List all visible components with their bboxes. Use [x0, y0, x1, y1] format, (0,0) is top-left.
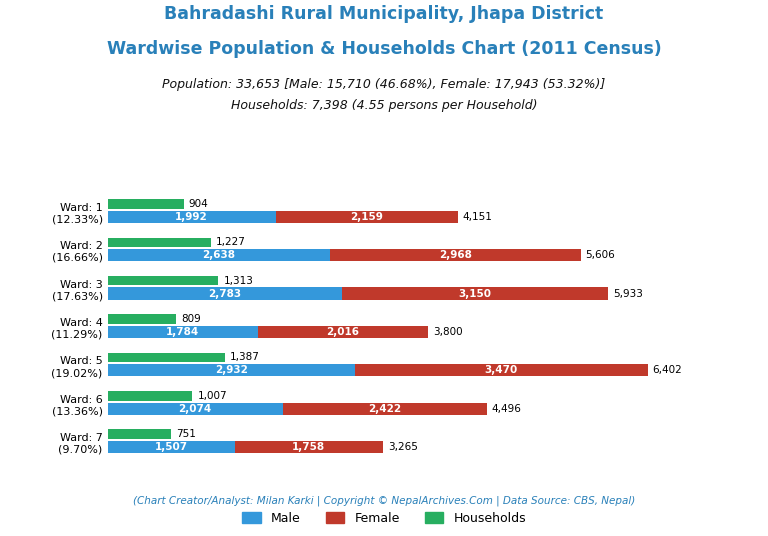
Text: 3,265: 3,265: [388, 442, 418, 452]
Bar: [108, 314, 176, 324]
Bar: [108, 441, 235, 453]
Text: Population: 33,653 [Male: 15,710 (46.68%), Female: 17,943 (53.32%)]: Population: 33,653 [Male: 15,710 (46.68%…: [162, 78, 606, 91]
Text: 4,151: 4,151: [463, 212, 493, 222]
Bar: [235, 441, 383, 453]
Text: 2,968: 2,968: [439, 250, 472, 260]
Text: 4,496: 4,496: [492, 404, 521, 414]
Text: 1,507: 1,507: [154, 442, 187, 452]
Text: 2,932: 2,932: [215, 366, 247, 375]
Text: 1,784: 1,784: [166, 327, 200, 337]
Bar: [108, 287, 343, 300]
Text: 5,606: 5,606: [585, 250, 615, 260]
Bar: [108, 391, 193, 401]
Text: 3,800: 3,800: [433, 327, 463, 337]
Text: 2,422: 2,422: [368, 404, 401, 414]
Text: 3,470: 3,470: [485, 366, 518, 375]
Text: 1,992: 1,992: [175, 212, 208, 222]
Bar: [108, 249, 330, 262]
Bar: [108, 211, 276, 223]
Text: Wardwise Population & Households Chart (2011 Census): Wardwise Population & Households Chart (…: [107, 40, 661, 58]
Bar: [258, 326, 428, 338]
Text: 1,387: 1,387: [230, 353, 260, 362]
Text: 2,016: 2,016: [326, 327, 359, 337]
Text: 751: 751: [176, 429, 196, 440]
Bar: [108, 237, 211, 247]
Text: 1,313: 1,313: [223, 276, 253, 286]
Bar: [330, 249, 581, 262]
Bar: [355, 364, 647, 376]
Bar: [108, 364, 355, 376]
Text: 3,150: 3,150: [458, 288, 492, 299]
Legend: Male, Female, Households: Male, Female, Households: [237, 507, 531, 530]
Text: 5,933: 5,933: [613, 288, 643, 299]
Bar: [276, 211, 458, 223]
Text: 6,402: 6,402: [653, 366, 683, 375]
Text: 1,758: 1,758: [293, 442, 326, 452]
Text: (Chart Creator/Analyst: Milan Karki | Copyright © NepalArchives.Com | Data Sourc: (Chart Creator/Analyst: Milan Karki | Co…: [133, 496, 635, 507]
Bar: [108, 326, 258, 338]
Bar: [108, 199, 184, 209]
Text: 2,159: 2,159: [350, 212, 383, 222]
Text: 1,007: 1,007: [197, 391, 227, 401]
Text: 2,783: 2,783: [208, 288, 241, 299]
Text: Households: 7,398 (4.55 persons per Household): Households: 7,398 (4.55 persons per Hous…: [230, 99, 538, 112]
Text: 2,074: 2,074: [178, 404, 212, 414]
Bar: [108, 276, 218, 286]
Bar: [343, 287, 608, 300]
Bar: [283, 403, 487, 415]
Bar: [108, 429, 171, 439]
Bar: [108, 353, 224, 362]
Text: 904: 904: [189, 199, 209, 209]
Text: 2,638: 2,638: [202, 250, 235, 260]
Bar: [108, 403, 283, 415]
Text: Bahradashi Rural Municipality, Jhapa District: Bahradashi Rural Municipality, Jhapa Dis…: [164, 5, 604, 24]
Text: 1,227: 1,227: [216, 237, 246, 247]
Text: 809: 809: [180, 314, 200, 324]
